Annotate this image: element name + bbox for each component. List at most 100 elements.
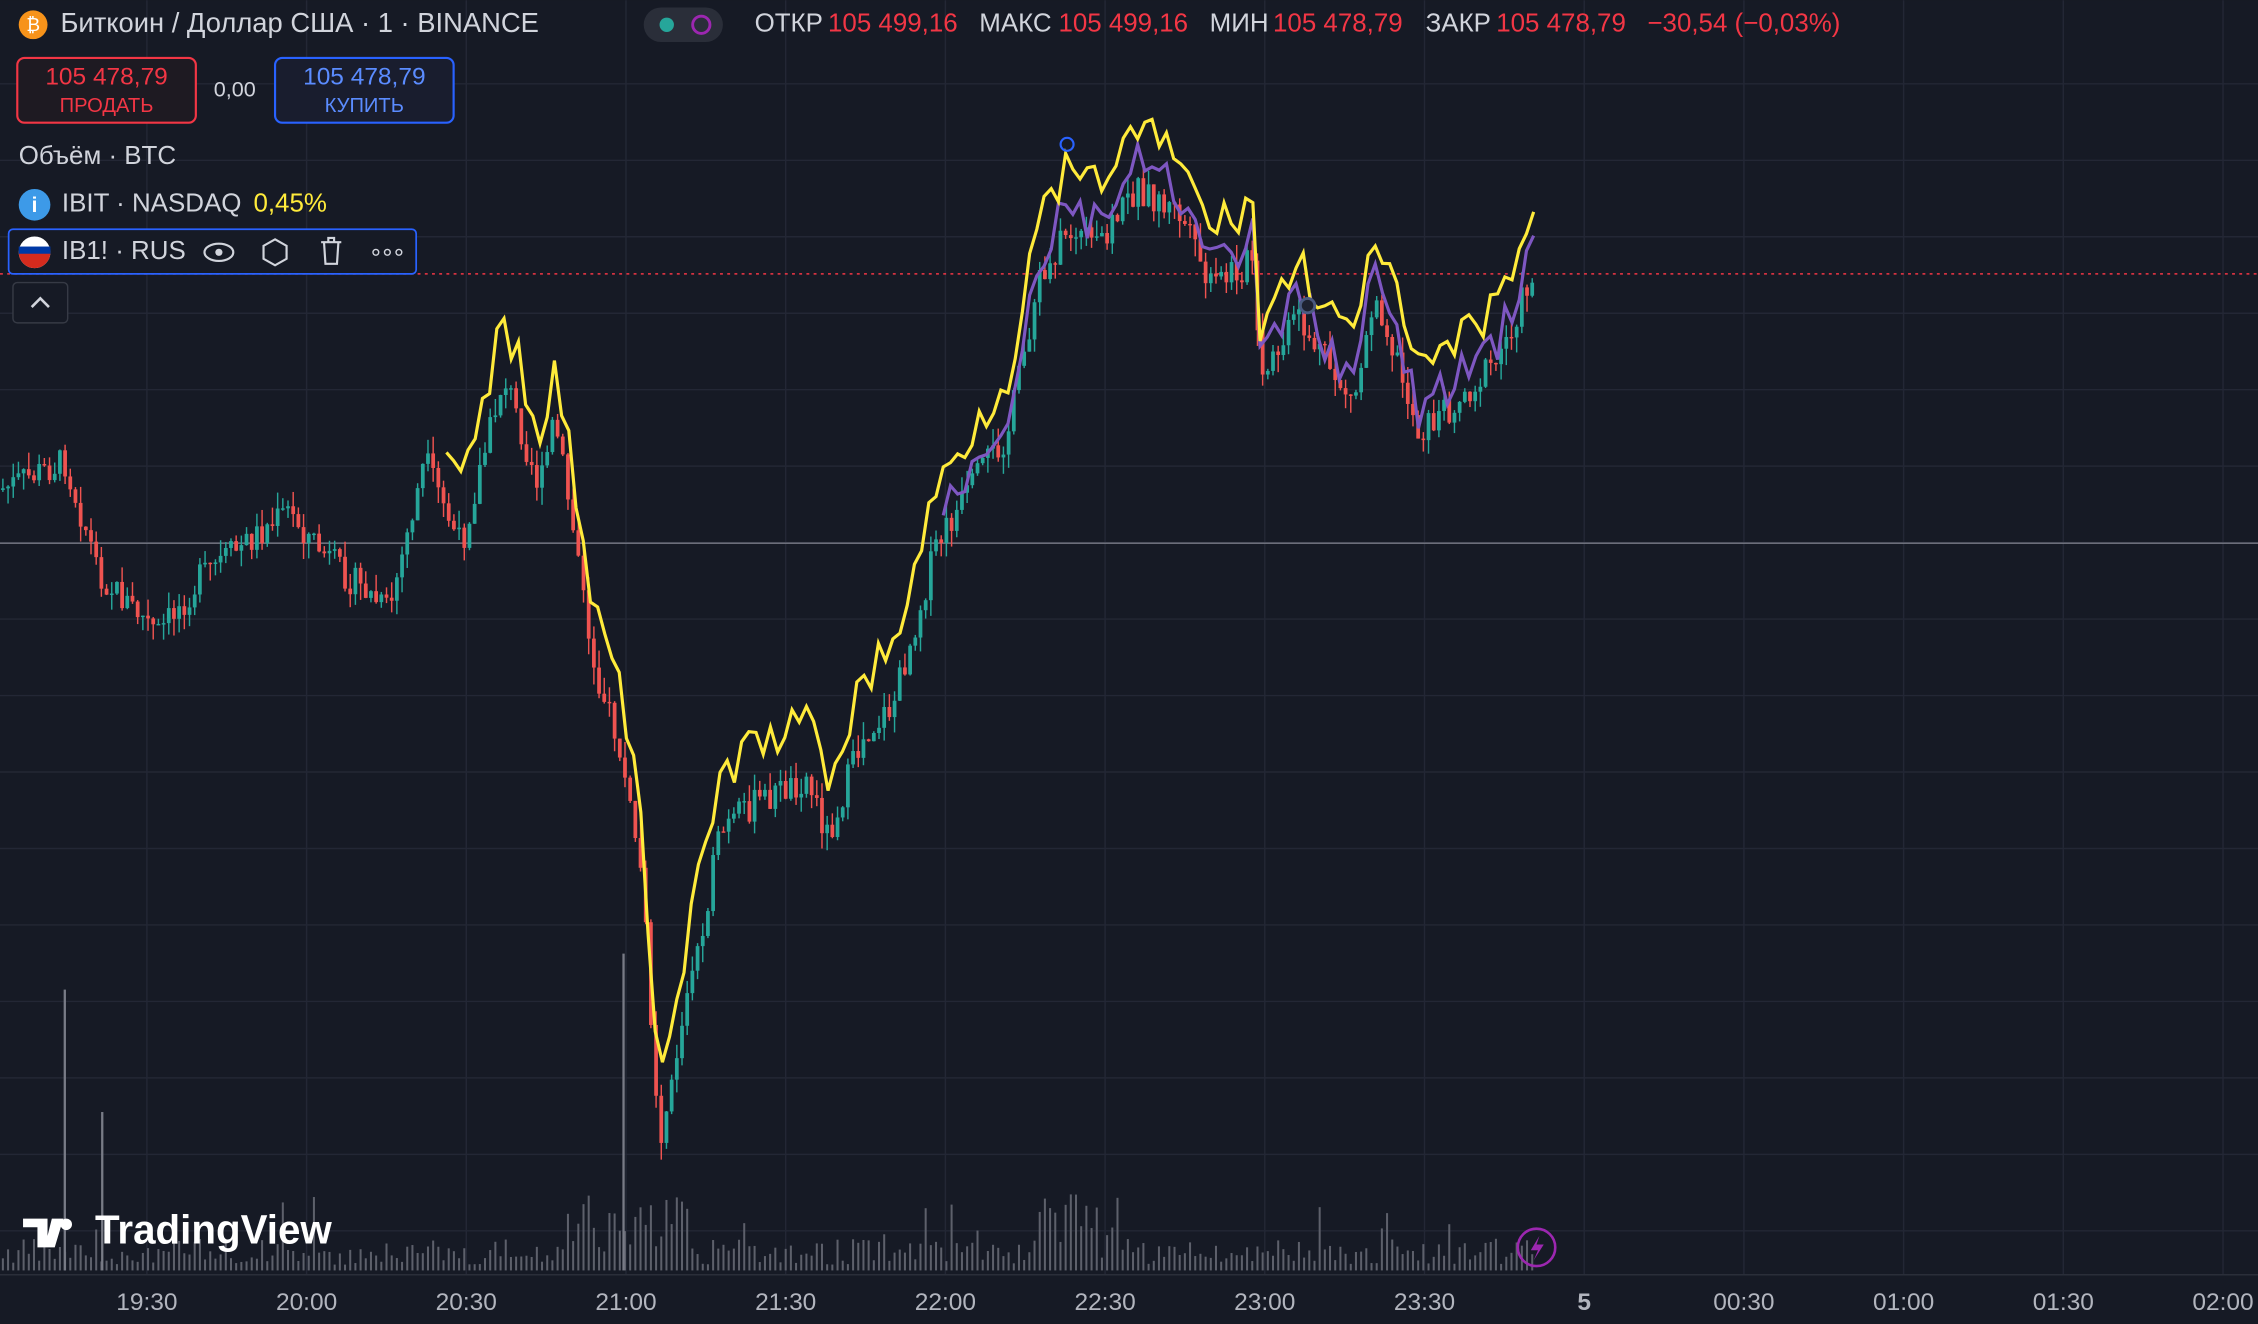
candle-body bbox=[747, 801, 752, 822]
sell-button[interactable]: 105 478,79 ПРОДАТЬ bbox=[16, 56, 197, 124]
buy-box[interactable] bbox=[273, 56, 455, 124]
candle-body bbox=[322, 551, 327, 554]
candle-body bbox=[592, 638, 596, 668]
volume-bar bbox=[1085, 1205, 1088, 1271]
candle-body bbox=[172, 608, 176, 619]
candle-body bbox=[913, 637, 918, 646]
volume-bar bbox=[349, 1249, 352, 1271]
volume-bar bbox=[1064, 1204, 1067, 1271]
sell-price[interactable]: 105 478,79 bbox=[45, 64, 167, 91]
buy-price[interactable]: 105 478,79 bbox=[303, 64, 425, 91]
buy-label[interactable]: КУПИТЬ bbox=[325, 95, 404, 117]
volume-bar bbox=[468, 1264, 471, 1271]
volume-bar bbox=[877, 1241, 881, 1271]
volume-bar bbox=[893, 1252, 896, 1271]
dot bbox=[395, 248, 403, 256]
volume-bar bbox=[12, 1262, 15, 1271]
volume-bar bbox=[463, 1248, 466, 1271]
candle-body bbox=[99, 557, 104, 589]
candle-body bbox=[280, 508, 285, 510]
candle-body bbox=[135, 601, 140, 618]
volume-bar bbox=[1411, 1250, 1414, 1271]
candle-body bbox=[83, 526, 88, 531]
volume-bar bbox=[95, 1229, 98, 1271]
candle-body bbox=[379, 594, 384, 603]
spread: 0,00 bbox=[214, 77, 256, 102]
delete-icon[interactable] bbox=[321, 236, 342, 265]
buy-button[interactable]: 105 478,79 КУПИТЬ bbox=[273, 56, 455, 124]
more-icon[interactable] bbox=[372, 248, 403, 256]
status-icon bbox=[691, 14, 712, 35]
candle-body bbox=[664, 1111, 669, 1143]
candle-body bbox=[353, 567, 358, 595]
volume-bar bbox=[1002, 1256, 1005, 1271]
sell-box[interactable] bbox=[16, 56, 197, 124]
volume-bar bbox=[660, 1236, 663, 1271]
btc-icon-glyph: ₿ bbox=[26, 14, 40, 35]
volume-bar bbox=[1432, 1256, 1435, 1271]
sell-label[interactable]: ПРОДАТЬ bbox=[60, 95, 154, 117]
selected-row[interactable] bbox=[7, 228, 418, 275]
candle-body bbox=[493, 415, 498, 418]
volume-bar bbox=[535, 1246, 538, 1271]
compare-name[interactable]: IBIT · NASDAQ bbox=[62, 190, 241, 218]
volume-bar bbox=[1266, 1251, 1269, 1271]
candle-body bbox=[1120, 197, 1125, 222]
volume-bar bbox=[748, 1246, 751, 1271]
volume-bar bbox=[1261, 1252, 1264, 1271]
candle-body bbox=[467, 523, 472, 548]
candle-body bbox=[949, 517, 954, 531]
lightning-button[interactable] bbox=[1516, 1227, 1557, 1268]
candle-body bbox=[944, 517, 949, 543]
ru-flag-red bbox=[18, 252, 51, 269]
volume-bar bbox=[395, 1258, 398, 1271]
volume-bar bbox=[411, 1245, 414, 1271]
candle-body bbox=[897, 667, 902, 701]
compare-name[interactable]: IB1! · RUS bbox=[62, 237, 186, 265]
volume-bar bbox=[1028, 1252, 1031, 1271]
eye-icon[interactable] bbox=[203, 242, 235, 263]
candle-body bbox=[685, 993, 690, 1026]
candle-body bbox=[934, 539, 938, 552]
candle-body bbox=[1380, 300, 1384, 326]
volume-bar bbox=[1049, 1208, 1052, 1271]
candle-body bbox=[1431, 413, 1436, 431]
volume-indicator[interactable]: Объём · BTC bbox=[19, 142, 176, 170]
volume-bar bbox=[826, 1264, 829, 1271]
candle-body bbox=[1307, 335, 1312, 338]
candle-body bbox=[234, 541, 239, 551]
volume-bar bbox=[686, 1208, 689, 1271]
collapse-button[interactable] bbox=[12, 281, 69, 324]
volume-bar bbox=[1386, 1213, 1389, 1271]
volume-bar bbox=[1163, 1256, 1166, 1271]
volume-bar bbox=[634, 1216, 637, 1271]
volume-bar bbox=[1334, 1260, 1337, 1271]
volume-bar bbox=[229, 1258, 232, 1271]
volume-bar bbox=[992, 1244, 995, 1271]
candle-body bbox=[483, 452, 487, 465]
candle-body bbox=[1183, 221, 1187, 224]
volume-bar bbox=[1417, 1260, 1420, 1271]
volume-bar bbox=[572, 1241, 575, 1271]
volume-bar bbox=[1443, 1255, 1446, 1271]
volume-bar bbox=[323, 1251, 326, 1271]
candle-body bbox=[151, 618, 156, 625]
volume-bar bbox=[1, 1258, 4, 1271]
ohlc-label: ЗАКР bbox=[1426, 10, 1491, 38]
settings-icon[interactable] bbox=[262, 238, 288, 267]
ohlc-label: МИН bbox=[1210, 10, 1269, 38]
volume-bar bbox=[945, 1261, 948, 1271]
volume-bar bbox=[375, 1255, 378, 1271]
volume-bar bbox=[763, 1256, 766, 1271]
candle-body bbox=[337, 549, 342, 557]
volume-bar bbox=[655, 1246, 658, 1271]
volume-bar bbox=[587, 1195, 590, 1271]
candle-body bbox=[731, 813, 736, 819]
volume-bar bbox=[981, 1259, 984, 1271]
volume-bar bbox=[1287, 1255, 1290, 1271]
volume-bar bbox=[774, 1247, 777, 1271]
volume-bar bbox=[1380, 1228, 1383, 1271]
volume-bar bbox=[136, 1261, 139, 1271]
candle-body bbox=[503, 388, 508, 396]
